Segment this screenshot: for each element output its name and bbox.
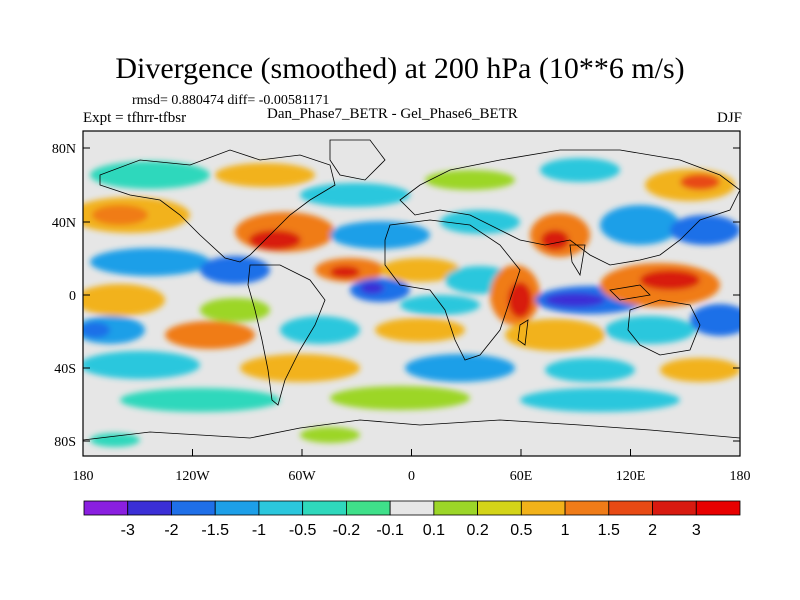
divergence-field [83,158,740,447]
colorbar-label: -3 [121,522,135,539]
lon-label-0: 0 [408,469,415,484]
lon-label-60w: 60W [288,469,316,484]
lat-label-40n: 40N [52,216,76,231]
lon-ticks [82,449,741,456]
colorbar-label: 3 [692,522,701,539]
colorbar-swatch [171,500,216,516]
colorbar-swatch [477,500,522,516]
lon-label-120e: 120E [616,469,646,484]
comparison-label: Dan_Phase7_BETR - Gel_Phase6_BETR [267,106,518,122]
colorbar-label: 0.2 [466,522,488,539]
colorbar-swatch [127,500,172,516]
colorbar-swatch [433,500,479,516]
colorbar-label: 2 [648,522,657,539]
colorbar-label: -2 [164,522,178,539]
colorbar-swatch [520,500,566,516]
colorbar-swatch [608,500,653,516]
map-title: Divergence (smoothed) at 200 hPa (10**6 … [115,52,685,85]
season-label: DJF [716,110,742,126]
lat-label-80n: 80N [52,142,76,157]
lon-label-60e: 60E [510,469,533,484]
colorbar-label: -0.5 [289,522,317,539]
colorbar: -3 -2 -1.5 -1 -0.5 -0.2 -0.1 0.1 0.2 0.5 1 1.5 2 3 [83,500,741,539]
lat-label-80s: 80S [54,435,76,450]
colorbar-label: -1.5 [201,522,229,539]
colorbar-swatch [652,500,697,516]
colorbar-label: 1 [561,522,570,539]
lon-label-120w: 120W [175,469,210,484]
colorbar-swatch [258,500,304,516]
colorbar-swatch [214,500,260,516]
colorbar-label: 0.1 [423,522,445,539]
lat-ticks [83,147,740,442]
colorbar-label: -0.2 [333,522,361,539]
colorbar-label: -1 [252,522,266,539]
colorbar-swatch [389,500,435,516]
coastlines [83,139,740,441]
colorbar-label: -0.1 [376,522,404,539]
colorbar-swatch [83,500,129,516]
colorbar-swatch [302,500,347,516]
stats-text: rmsd= 0.880474 diff= -0.00581171 [132,93,330,108]
colorbar-label: 1.5 [598,522,620,539]
colorbar-label: 0.5 [510,522,532,539]
experiment-label: Expt = tfhrr-tfbsr [83,110,187,126]
lon-label-180w: 180 [73,469,94,484]
colorbar-swatch [345,500,391,516]
colorbar-swatch [695,500,741,516]
colorbar-swatch [564,500,610,516]
lat-label-40s: 40S [54,362,76,377]
lon-label-180e: 180 [730,469,751,484]
lat-label-0: 0 [69,289,76,304]
